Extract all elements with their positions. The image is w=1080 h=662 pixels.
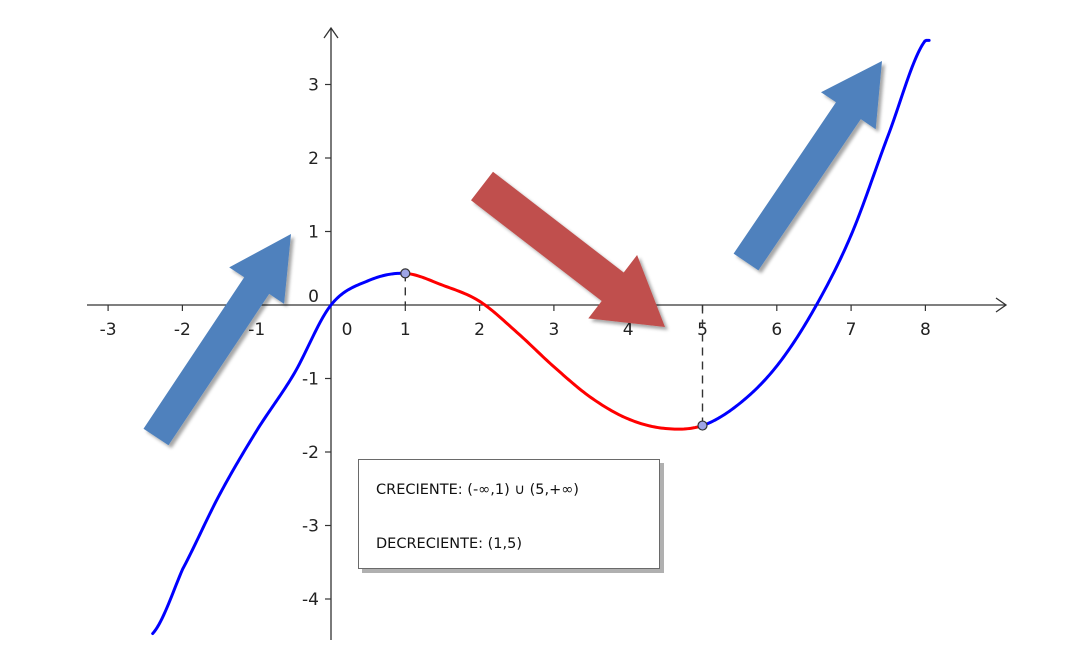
y-tick-label: -4 xyxy=(302,590,319,610)
x-tick-label: -1 xyxy=(248,320,265,340)
decreasing-intervals-text: DECRECIENTE: (1,5) xyxy=(376,536,522,552)
y-tick-label: -3 xyxy=(302,517,319,537)
x-tick-label: 4 xyxy=(623,320,634,340)
y-axis-arrowhead xyxy=(323,26,339,39)
curve-segment-decreasing-2 xyxy=(403,271,704,431)
increasing-intervals-text: CRECIENTE: (-∞,1) ∪ (5,+∞) xyxy=(376,482,579,498)
x-tick-label: 7 xyxy=(846,320,857,340)
x-axis-arrowhead xyxy=(995,297,1008,313)
x-tick-label: 2 xyxy=(474,320,485,340)
x-tick-label: 0 xyxy=(342,320,353,340)
x-tick-label: -3 xyxy=(100,320,117,340)
y-tick-label: -2 xyxy=(302,443,319,463)
y-tick-label: 0 xyxy=(308,287,319,307)
x-tick-label: 3 xyxy=(548,320,559,340)
x-tick-label: 5 xyxy=(697,320,708,340)
curve xyxy=(151,38,931,636)
y-tick-label: 3 xyxy=(308,76,319,96)
y-tick-label: 1 xyxy=(308,223,319,243)
increasing-trend-arrow xyxy=(733,61,882,271)
decreasing-trend-arrow xyxy=(471,171,665,327)
tick-labels: -3 -2 -1 0 1 2 3 4 5 6 7 8 3 2 1 0 -1 -2 -3 -4 xyxy=(100,76,931,611)
monotonicity-info-box: CRECIENTE: (-∞,1) ∪ (5,+∞) DECRECIENTE: … xyxy=(358,459,660,569)
local-maximum-point xyxy=(400,268,411,279)
x-tick-label: 8 xyxy=(920,320,931,340)
local-minimum-point xyxy=(697,420,708,431)
x-tick-label: -2 xyxy=(174,320,191,340)
trend-arrows xyxy=(143,61,882,446)
x-tick-label: 1 xyxy=(400,320,411,340)
increasing-trend-arrow xyxy=(143,234,291,446)
y-tick-label: 2 xyxy=(308,149,319,169)
curve-segment-increasing-3 xyxy=(701,38,931,428)
x-tick-label: 6 xyxy=(771,320,782,340)
curve-segment-increasing-1 xyxy=(151,271,407,636)
y-tick-label: -1 xyxy=(302,370,319,390)
